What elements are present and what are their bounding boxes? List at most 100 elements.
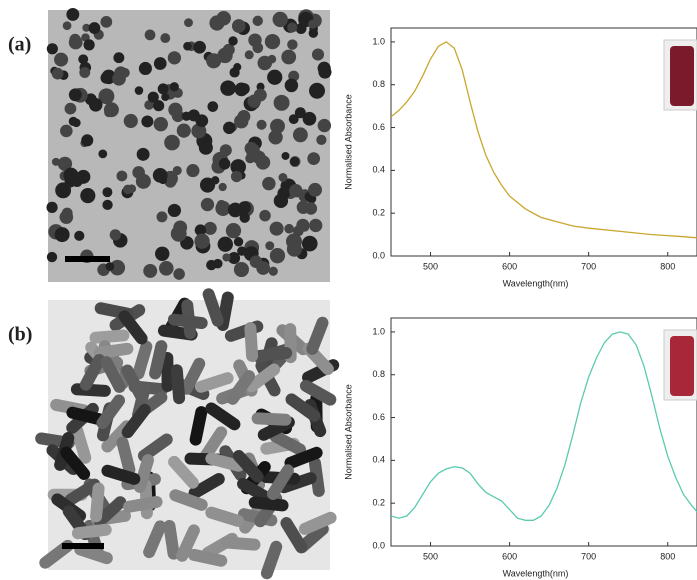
particle [262,176,276,191]
y-tick-label: 0.2 [372,208,385,218]
nanorod [251,412,292,426]
particle [46,201,58,213]
nanorod [101,464,141,485]
particle [268,130,283,145]
x-tick-label: 600 [502,551,517,561]
particle [157,83,169,95]
plot-frame [390,27,697,257]
x-tick-label: 500 [423,551,438,561]
particle [109,229,121,241]
particle [113,52,125,64]
particle [316,134,327,145]
particle [317,61,331,75]
particle [256,119,267,130]
particle [256,82,265,91]
panel-label: (b) [8,324,32,346]
particle [238,83,250,95]
nanorod [90,482,105,523]
particle [281,49,297,65]
particle [287,22,298,33]
particle [143,263,158,278]
particle [147,91,159,103]
particle [231,19,246,33]
nanorod [121,364,147,402]
particle [284,223,294,234]
nanorod [187,548,228,567]
particle [284,78,299,93]
particle [55,182,72,199]
nanorod [226,370,256,405]
particle [273,94,290,111]
particle [184,18,193,28]
nanorod [167,313,208,330]
particle [134,86,144,95]
particle [292,127,308,143]
particle [230,159,246,175]
particle [167,51,182,65]
y-tick-label: 1.0 [372,36,385,46]
particle [269,221,284,236]
particle [61,207,73,219]
particle [259,209,271,222]
nanorod [205,506,245,527]
particle [301,235,318,252]
particle [144,29,156,41]
particle [203,221,217,235]
particle [64,102,77,115]
particle [268,266,278,276]
particle [233,237,244,247]
particle [225,223,242,239]
particle [168,102,183,117]
nanorod [60,446,91,480]
nanorod [118,310,148,345]
particle [135,173,151,189]
particle [270,118,285,134]
nanorod [66,406,106,426]
particle [230,170,243,183]
particle [78,54,89,65]
particle [54,52,69,67]
particle [161,92,170,102]
nanorod [220,536,261,551]
nanorod [188,473,225,500]
particle [102,199,113,211]
nanorod [199,426,228,462]
particle [227,251,241,265]
y-tick-label: 1.0 [372,326,385,336]
nanorod [194,372,234,393]
particle [46,251,58,263]
particle [109,259,126,276]
particle [302,111,317,126]
particle [98,149,108,159]
particle [307,152,321,165]
nanorod [248,496,289,512]
particle [176,123,191,138]
particle [169,82,179,92]
particle [88,97,103,112]
particle [123,113,138,129]
y-tick-label: 0.4 [372,455,385,465]
particle [220,80,236,96]
nanorod [71,523,112,540]
particle [159,261,174,276]
particle [153,116,168,132]
particle [83,39,95,51]
nanorod [149,340,168,380]
particle [200,197,215,212]
particle [112,71,126,86]
y-tick-label: 0.8 [372,369,385,379]
particle [54,227,70,243]
particle [308,19,318,29]
y-tick-label: 0.6 [372,122,385,132]
particle [237,109,251,123]
particle [51,67,64,80]
nanorod [232,450,264,483]
particle [247,94,261,108]
particle [69,33,81,46]
particle [317,118,332,133]
nanorod [132,340,153,380]
nanorod [100,356,126,393]
particle [74,230,85,241]
particle [100,72,113,84]
